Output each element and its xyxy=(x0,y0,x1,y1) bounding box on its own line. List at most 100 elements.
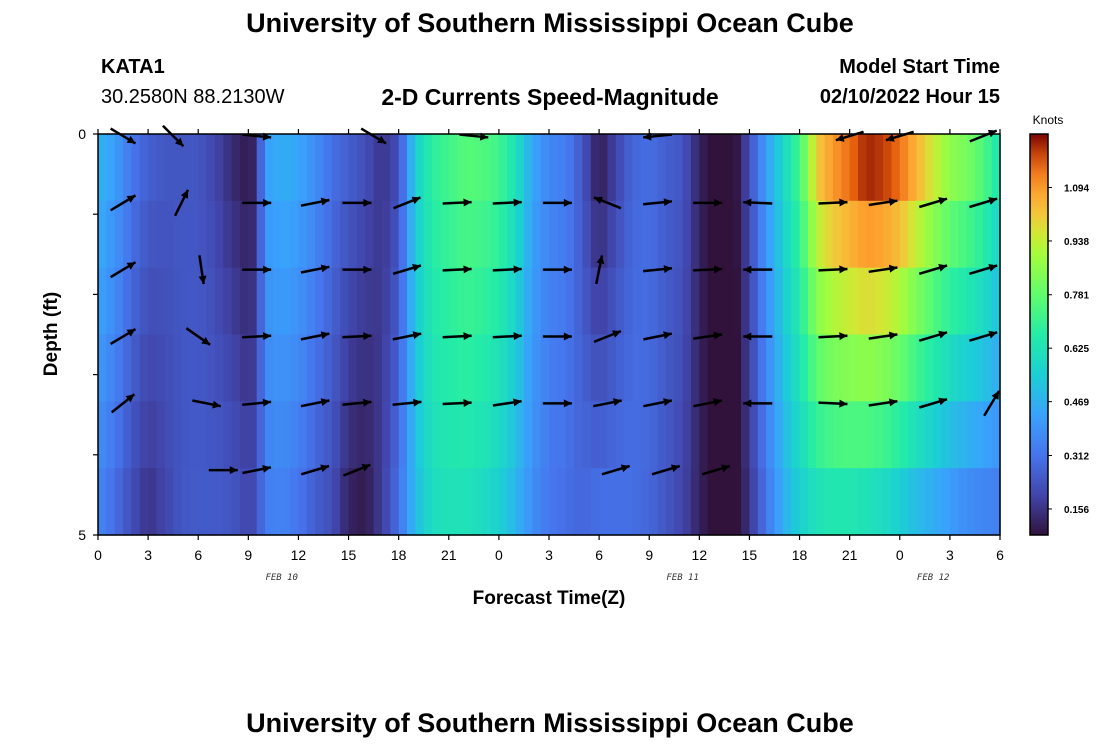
arrow-head xyxy=(713,265,723,274)
heat-cell xyxy=(490,200,500,269)
arrow-head xyxy=(839,399,848,408)
heat-cell xyxy=(523,334,533,402)
heat-cell xyxy=(807,134,817,202)
heat-cell xyxy=(690,334,700,402)
heat-cell xyxy=(448,401,458,469)
heat-cell xyxy=(824,468,834,536)
arrow-head xyxy=(229,466,238,475)
heat-cell xyxy=(724,468,734,536)
heat-cell xyxy=(281,267,291,336)
heat-cell xyxy=(173,267,183,336)
colorbar-bar xyxy=(1029,133,1049,536)
heat-cell xyxy=(749,468,759,536)
arrow-head xyxy=(198,275,207,285)
heat-cell xyxy=(265,200,274,269)
heat-cell xyxy=(457,200,467,269)
heat-cell xyxy=(757,134,767,202)
heat-cell xyxy=(432,134,442,202)
heat-cell xyxy=(423,468,433,536)
heat-cell xyxy=(214,468,224,536)
arrow-head xyxy=(988,263,998,272)
heat-cell xyxy=(565,468,575,536)
heat-cell xyxy=(206,334,216,402)
heat-cell xyxy=(181,401,191,469)
heat-cell xyxy=(398,468,408,536)
heat-cell xyxy=(356,401,366,469)
heat-cell xyxy=(774,401,784,469)
heat-cell xyxy=(315,401,325,469)
heat-cell xyxy=(849,267,859,336)
heat-cell xyxy=(649,334,659,402)
heat-cell xyxy=(707,134,717,202)
heat-cell xyxy=(657,134,667,202)
heat-cell xyxy=(265,334,274,402)
heat-cell xyxy=(340,200,350,269)
heat-cell xyxy=(874,134,884,202)
heat-cell xyxy=(732,334,742,402)
heat-cell xyxy=(732,200,742,269)
heat-cell xyxy=(423,267,433,336)
heat-cell xyxy=(665,200,675,269)
heat-cell xyxy=(674,134,684,202)
arrow-head xyxy=(479,132,489,141)
heat-cell xyxy=(290,200,300,269)
current-vector-arrow xyxy=(162,124,185,148)
current-vector-arrow xyxy=(701,464,731,476)
current-vector-arrow xyxy=(592,398,622,408)
heat-cell xyxy=(624,401,634,469)
heat-cell xyxy=(841,200,851,269)
current-vector-arrow xyxy=(442,332,472,341)
arrow-head xyxy=(714,198,723,207)
arrow-head xyxy=(201,336,211,345)
heat-cell xyxy=(766,200,776,269)
heat-cell xyxy=(958,200,968,269)
current-vector-arrow xyxy=(918,197,948,209)
heat-cell xyxy=(816,200,826,269)
heat-cell xyxy=(306,267,316,336)
heat-cell xyxy=(615,401,625,469)
heat-cell xyxy=(381,134,391,202)
heat-cell xyxy=(891,401,901,469)
heat-cell xyxy=(824,267,834,336)
arrow-head xyxy=(361,464,371,472)
heat-cell xyxy=(440,401,450,469)
heat-cell xyxy=(549,200,558,269)
heat-cell xyxy=(256,468,266,536)
heat-cell xyxy=(549,334,558,402)
heat-cell xyxy=(699,200,709,269)
arrow-head xyxy=(596,255,605,265)
arrow-head xyxy=(743,399,752,408)
heat-cell xyxy=(749,401,759,469)
current-vector-arrow xyxy=(242,464,272,475)
heat-cell xyxy=(239,200,249,269)
heat-cell xyxy=(974,267,984,336)
heat-cell xyxy=(582,334,592,402)
heat-cell xyxy=(883,401,893,469)
arrow-head xyxy=(713,398,722,406)
heat-cell xyxy=(924,200,934,269)
colorbar-tick-label: 0.625 xyxy=(1064,344,1089,355)
heat-cell xyxy=(507,134,517,202)
heat-cell xyxy=(348,134,358,202)
heat-cell xyxy=(916,334,926,402)
current-vector-arrow xyxy=(743,399,773,408)
heat-cell xyxy=(891,200,901,269)
current-vector-arrow xyxy=(918,330,948,342)
arrow-head xyxy=(463,332,472,341)
heat-cell xyxy=(866,200,876,269)
heat-cell xyxy=(883,200,893,269)
model-start-time: 02/10/2022 Hour 15 xyxy=(819,86,1000,108)
heat-cell xyxy=(139,468,149,536)
heat-cell xyxy=(256,267,266,336)
heat-cell xyxy=(148,267,158,336)
heat-cell xyxy=(908,334,918,402)
heat-cell xyxy=(716,401,725,469)
heat-cell xyxy=(799,334,809,402)
current-vector-arrow xyxy=(492,332,522,341)
heat-cell xyxy=(707,267,717,336)
heat-cell xyxy=(565,334,575,402)
current-vector-arrow xyxy=(601,464,631,476)
heat-cell xyxy=(540,200,550,269)
heat-cell xyxy=(306,334,316,402)
heat-cell xyxy=(407,200,416,269)
